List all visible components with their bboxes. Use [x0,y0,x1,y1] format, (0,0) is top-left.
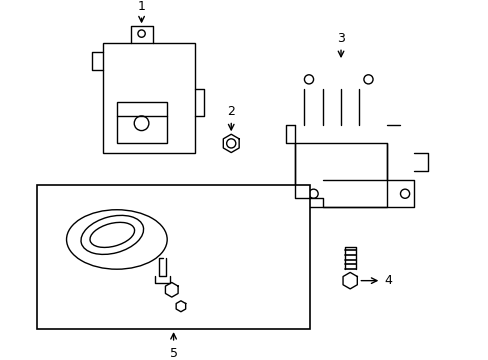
Bar [295,143,386,207]
Circle shape [134,116,148,131]
Bar [103,43,194,153]
Ellipse shape [90,222,134,247]
Text: 1: 1 [137,0,145,13]
Circle shape [138,30,145,37]
Text: 2: 2 [227,105,235,118]
Text: 3: 3 [336,32,344,45]
Circle shape [363,75,372,84]
Circle shape [308,189,318,198]
Bar [117,102,167,143]
Ellipse shape [66,210,167,269]
Circle shape [400,189,409,198]
Circle shape [226,139,235,148]
Text: 5: 5 [169,347,177,360]
Ellipse shape [81,215,143,255]
Text: 4: 4 [383,274,391,287]
Bar [37,185,309,329]
Circle shape [304,75,313,84]
